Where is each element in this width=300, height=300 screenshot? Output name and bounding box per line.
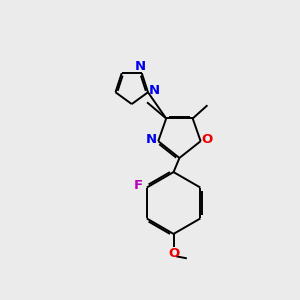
Text: N: N [149,84,160,97]
Text: N: N [146,134,157,146]
Text: N: N [135,60,146,73]
Text: F: F [134,179,142,192]
Text: O: O [168,247,179,260]
Text: O: O [202,134,213,146]
